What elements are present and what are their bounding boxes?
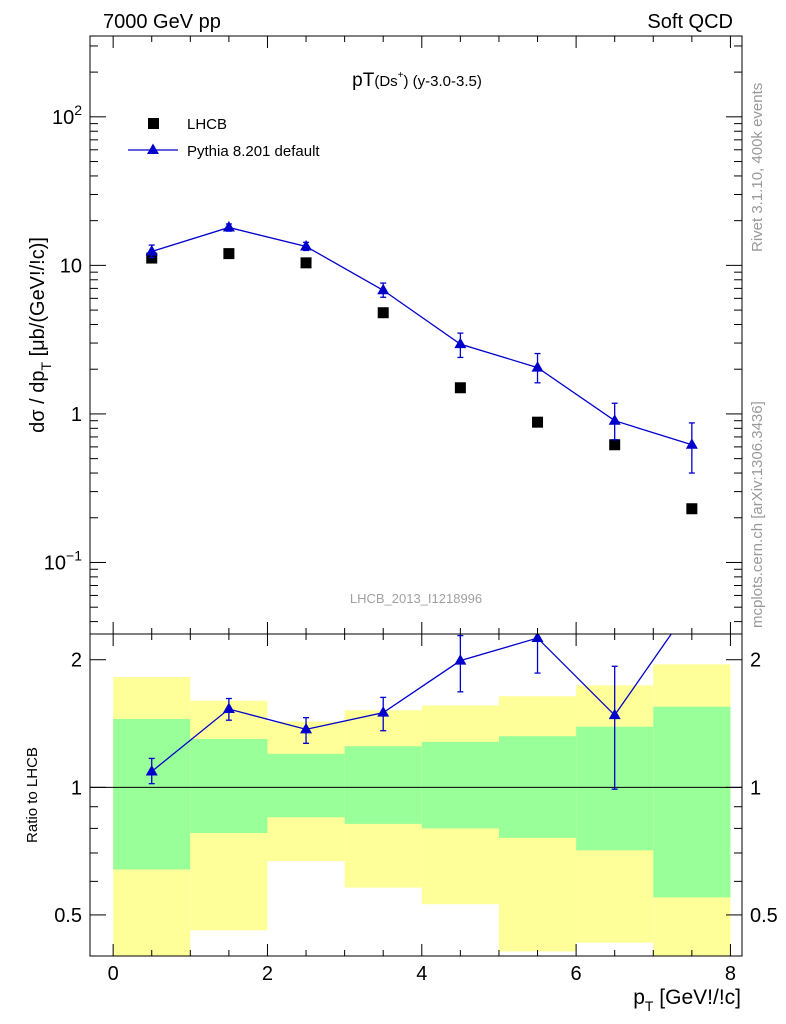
mcplots-label: mcplots.cern.ch [arXiv:1306.3436] bbox=[749, 401, 766, 628]
main-y-tick-label: 1 bbox=[71, 404, 82, 426]
ratio-pythia-point bbox=[145, 764, 158, 776]
ratio-pythia-point bbox=[300, 722, 313, 734]
ratio-y-tick-label: 2 bbox=[71, 650, 82, 672]
ratio-band-inner-7 bbox=[653, 706, 731, 898]
lhcb-point bbox=[300, 257, 312, 269]
ratio-band-inner-1 bbox=[190, 739, 268, 834]
main-y-tick-label: 10−1 bbox=[44, 547, 82, 574]
pythia-point bbox=[145, 244, 158, 256]
ratio-y-tick-label: 0.5 bbox=[54, 905, 82, 927]
main-y-tick-label: 102 bbox=[52, 102, 82, 129]
x-tick-label: 2 bbox=[262, 963, 273, 985]
ratio-uncertainty-bands bbox=[113, 664, 731, 956]
pythia-point bbox=[454, 337, 467, 349]
main-series bbox=[145, 220, 698, 515]
ratio-y-tick-label-right: 1 bbox=[750, 777, 761, 799]
lhcb-point bbox=[532, 416, 544, 428]
pythia-point bbox=[300, 239, 313, 251]
legend-label-lhcb: LHCB bbox=[187, 116, 227, 133]
lhcb-point bbox=[223, 248, 235, 260]
ratio-y-tick-label: 1 bbox=[71, 777, 82, 799]
ratio-band-inner-4 bbox=[421, 741, 499, 829]
legend-marker-lhcb bbox=[148, 118, 159, 129]
pythia-line bbox=[151, 226, 693, 446]
lhcb-point bbox=[609, 439, 621, 451]
lhcb-point bbox=[377, 307, 389, 319]
ratio-pythia-point bbox=[377, 706, 390, 717]
pythia-point bbox=[531, 361, 544, 372]
plot-title: pT(Ds+) (y-3.0-3.5) bbox=[352, 70, 482, 91]
x-tick-label: 8 bbox=[725, 963, 736, 985]
legend-marker-pythia bbox=[147, 143, 159, 154]
lhcb-point bbox=[686, 503, 698, 515]
legend-label-pythia: Pythia 8.201 default bbox=[187, 143, 320, 160]
header-right: Soft QCD bbox=[647, 11, 733, 33]
ratio-series bbox=[145, 634, 673, 790]
ratio-band-inner-0 bbox=[113, 718, 191, 870]
x-tick-label: 4 bbox=[416, 963, 427, 985]
ratio-pythia-point bbox=[222, 702, 235, 714]
legend: LHCB Pythia 8.201 default bbox=[128, 116, 320, 160]
ratio-pythia-point bbox=[531, 634, 544, 643]
ratio-y-tick-label-right: 0.5 bbox=[750, 905, 778, 927]
ratio-pythia-point bbox=[454, 654, 467, 665]
main-y-axis-label: dσ / dpT [μb/(GeV!/!c)] bbox=[27, 237, 54, 433]
ratio-y-axis-label: Ratio to LHCB bbox=[24, 747, 41, 843]
ratio-pythia-line bbox=[151, 634, 673, 772]
ratio-band-inner-3 bbox=[344, 746, 422, 824]
ratio-pythia-point bbox=[608, 708, 621, 720]
ratio-plot-frame bbox=[89, 633, 743, 957]
analysis-watermark: LHCB_2013_I1218996 bbox=[350, 591, 482, 606]
pythia-point bbox=[685, 438, 698, 449]
rivet-label: Rivet 3.1.10, 400k events bbox=[749, 83, 766, 252]
x-tick-label: 6 bbox=[571, 963, 582, 985]
pythia-point bbox=[377, 283, 390, 295]
ratio-band-inner-2 bbox=[267, 753, 345, 818]
x-tick-label: 0 bbox=[108, 963, 119, 985]
axis-ticks: 0 2 4 6 8 10−1 1 10 102 0.5 0.5 1 1 2 2 bbox=[44, 36, 778, 985]
pythia-point bbox=[608, 414, 621, 425]
lhcb-point bbox=[454, 382, 466, 394]
ratio-y-tick-label-right: 2 bbox=[750, 650, 761, 672]
header-left: 7000 GeV pp bbox=[103, 11, 221, 33]
pythia-point bbox=[222, 220, 235, 232]
main-y-tick-label: 10 bbox=[60, 255, 82, 277]
x-axis-label: pT [GeV!/!c] bbox=[633, 986, 741, 1014]
